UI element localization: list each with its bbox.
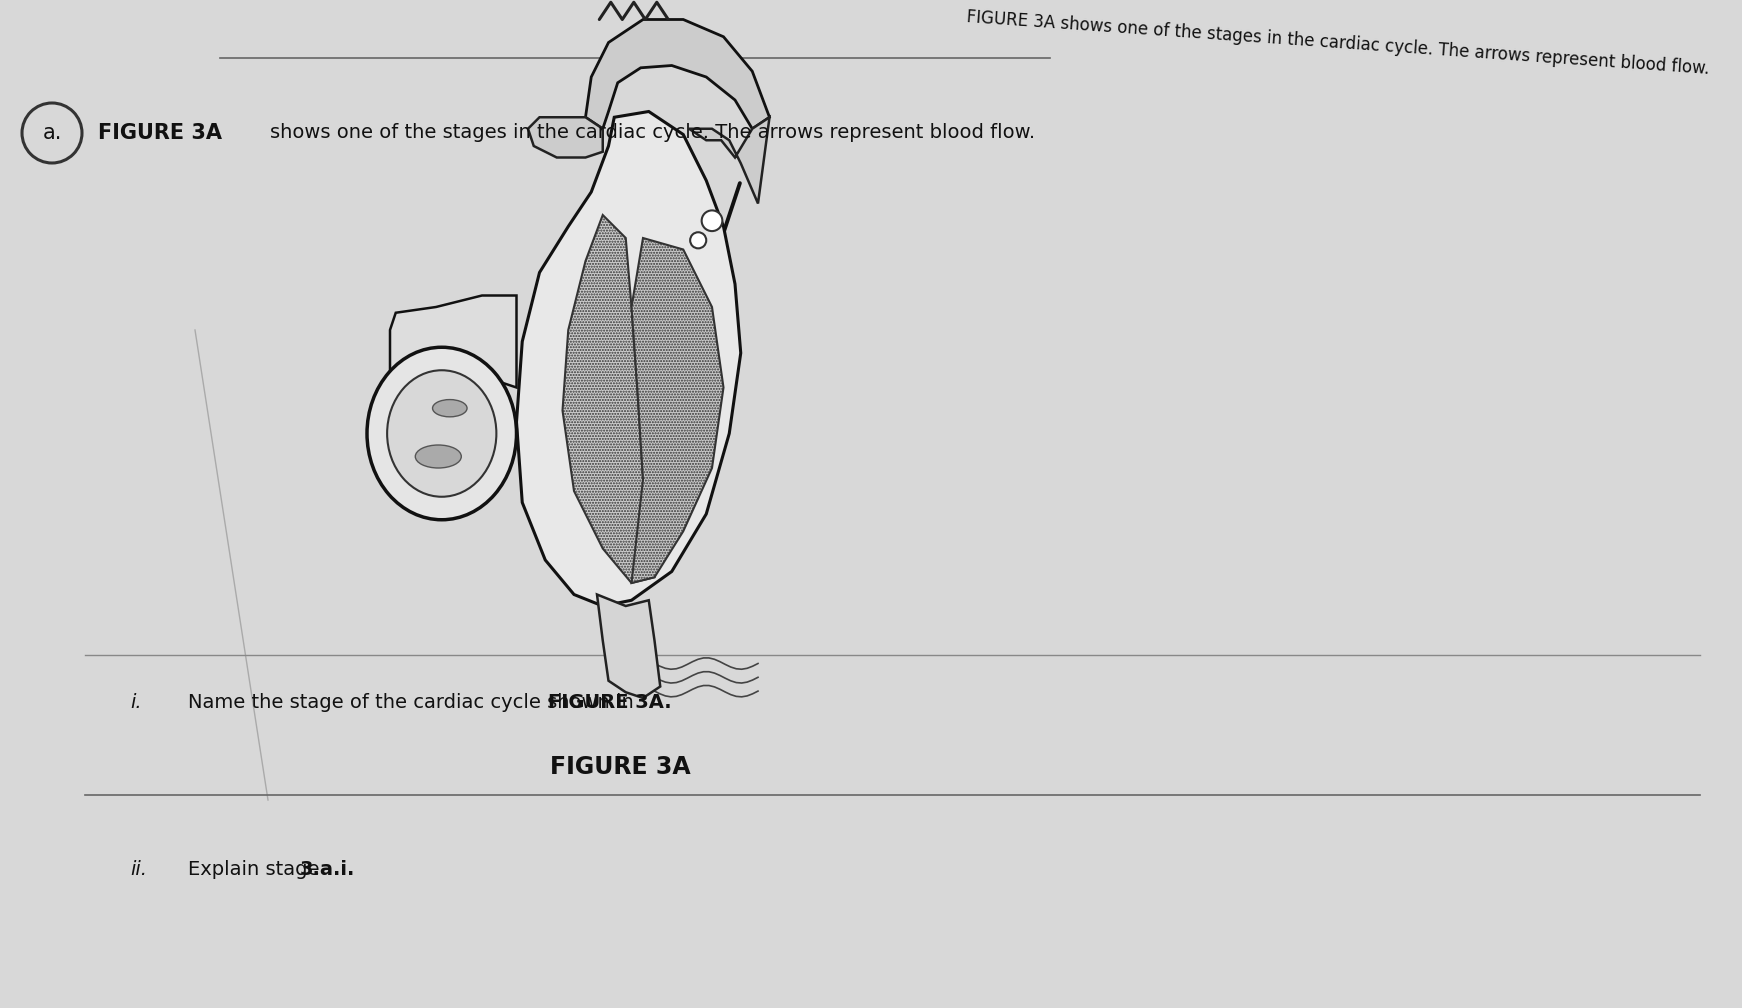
Text: i.: i. — [131, 694, 141, 712]
Polygon shape — [390, 295, 516, 387]
Polygon shape — [690, 117, 770, 204]
Ellipse shape — [432, 399, 467, 417]
Text: FIGURE 3A shows one of the stages in the cardiac cycle. The arrows represent blo: FIGURE 3A shows one of the stages in the… — [967, 8, 1711, 78]
Text: FIGURE 3A: FIGURE 3A — [550, 756, 690, 779]
Text: FIGURE 3A.: FIGURE 3A. — [549, 694, 672, 712]
Text: a.: a. — [42, 123, 61, 143]
Text: ii.: ii. — [131, 860, 146, 879]
Ellipse shape — [387, 370, 496, 497]
Text: Explain stage: Explain stage — [188, 860, 326, 879]
Polygon shape — [528, 117, 603, 157]
Text: FIGURE 3A: FIGURE 3A — [98, 123, 221, 143]
Circle shape — [690, 232, 706, 248]
Circle shape — [702, 211, 723, 231]
Polygon shape — [598, 595, 660, 698]
Ellipse shape — [368, 347, 516, 520]
Polygon shape — [563, 215, 655, 583]
Polygon shape — [632, 238, 723, 583]
Text: 3.a.i.: 3.a.i. — [300, 860, 355, 879]
Text: shows one of the stages in the cardiac cycle. The arrows represent blood flow.: shows one of the stages in the cardiac c… — [270, 124, 1035, 142]
Polygon shape — [516, 112, 740, 606]
Polygon shape — [585, 19, 770, 129]
Ellipse shape — [415, 445, 462, 468]
Text: Name the stage of the cardiac cycle shown in: Name the stage of the cardiac cycle show… — [188, 694, 639, 712]
